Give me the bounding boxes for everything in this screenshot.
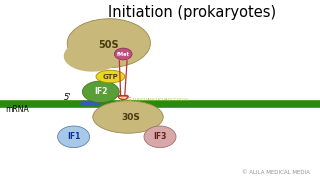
Text: IF3: IF3: [153, 132, 167, 141]
Text: 50S: 50S: [99, 40, 119, 50]
Text: Initiation (prokaryotes): Initiation (prokaryotes): [108, 5, 276, 20]
Text: mRNA: mRNA: [5, 105, 28, 114]
Text: GTP: GTP: [102, 73, 118, 80]
Ellipse shape: [67, 19, 150, 68]
Text: 5': 5': [64, 93, 72, 102]
Ellipse shape: [64, 40, 122, 72]
Text: 30S: 30S: [122, 113, 140, 122]
FancyBboxPatch shape: [81, 101, 100, 106]
Ellipse shape: [93, 101, 163, 133]
Ellipse shape: [96, 70, 125, 83]
Text: UUGCUAGCUCUAGCCUCUU: UUGCUAGCUCUAGCCUCUU: [133, 98, 189, 102]
Text: fMet: fMet: [117, 51, 130, 57]
Ellipse shape: [115, 48, 132, 60]
Ellipse shape: [83, 81, 119, 103]
Text: AUG: AUG: [120, 97, 132, 102]
Text: IF2: IF2: [94, 87, 108, 96]
Text: © ALILA MEDICAL MEDIA: © ALILA MEDICAL MEDIA: [243, 170, 310, 175]
Ellipse shape: [144, 126, 176, 148]
Ellipse shape: [58, 126, 90, 148]
Text: IF1: IF1: [67, 132, 80, 141]
Ellipse shape: [76, 23, 129, 49]
